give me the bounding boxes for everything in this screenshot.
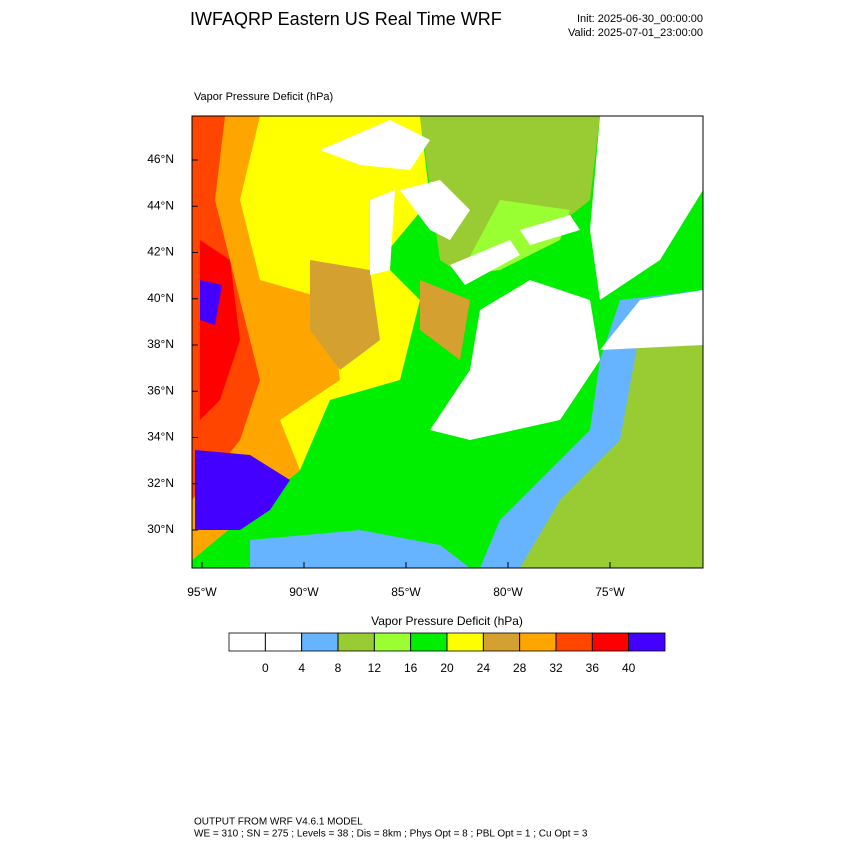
- lat-label: 38°N: [147, 337, 174, 351]
- colorbar-box: [591, 632, 630, 652]
- valid-time: Valid: 2025-07-01_23:00:00: [568, 27, 703, 39]
- colorbar-label: 4: [298, 661, 305, 675]
- title: IWFAQRP Eastern US Real Time WRF: [190, 9, 502, 29]
- colorbar-box: [264, 632, 303, 652]
- colorbar-label: 24: [477, 661, 491, 675]
- init-time: Init: 2025-06-30_00:00:00: [577, 13, 703, 25]
- region-canada: [420, 116, 600, 280]
- lat-label: 36°N: [147, 383, 174, 397]
- colorbar-box: [628, 632, 666, 652]
- footer-line: WE = 310 ; SN = 275 ; Levels = 38 ; Dis …: [194, 829, 588, 840]
- region-northeast: [590, 116, 703, 300]
- colorbar-box: [410, 632, 448, 652]
- colorbar-label: 0: [262, 661, 269, 675]
- lat-label: 32°N: [147, 476, 174, 490]
- lat-label: 42°N: [147, 245, 174, 259]
- colorbar-label: 28: [513, 661, 527, 675]
- lon-label: 90°W: [289, 585, 319, 599]
- colorbar-box: [482, 632, 521, 652]
- lon-label: 75°W: [595, 585, 625, 599]
- colorbar-box: [337, 632, 375, 652]
- lat-label: 44°N: [147, 198, 174, 212]
- colorbar-box: [446, 632, 484, 652]
- map: [192, 116, 703, 568]
- colorbar-box: [301, 632, 339, 652]
- colorbar-box: [555, 632, 593, 652]
- lat-label: 40°N: [147, 291, 174, 305]
- colorbar-box: [228, 632, 266, 652]
- lakes: [320, 120, 580, 285]
- footer-line: OUTPUT FROM WRF V4.6.1 MODEL: [194, 817, 363, 828]
- lat-label: 46°N: [147, 152, 174, 166]
- colorbar-box: [373, 632, 412, 652]
- lon-label: 80°W: [493, 585, 523, 599]
- lon-label: 85°W: [391, 585, 421, 599]
- gulf: [250, 530, 470, 568]
- lat-label: 34°N: [147, 430, 174, 444]
- colorbar-title: Vapor Pressure Deficit (hPa): [371, 614, 523, 628]
- lon-label: 95°W: [187, 585, 217, 599]
- colorbar-label: 20: [440, 661, 454, 675]
- colorbar-box: [519, 632, 557, 652]
- colorbar-label: 8: [335, 661, 342, 675]
- ocean-dry: [520, 330, 703, 568]
- colorbar-label: 32: [549, 661, 563, 675]
- map-frame: [191, 115, 704, 569]
- region-warm: [310, 260, 470, 370]
- lat-label: 30°N: [147, 522, 174, 536]
- ocean-humid: [600, 290, 703, 350]
- colorbar-label: 36: [586, 661, 600, 675]
- colorbar-label: 16: [404, 661, 418, 675]
- region-mountains: [430, 280, 600, 440]
- field-label: Vapor Pressure Deficit (hPa): [194, 91, 333, 103]
- colorbar-label: 40: [622, 661, 636, 675]
- colorbar-label: 12: [368, 661, 382, 675]
- region-extreme: [195, 280, 290, 530]
